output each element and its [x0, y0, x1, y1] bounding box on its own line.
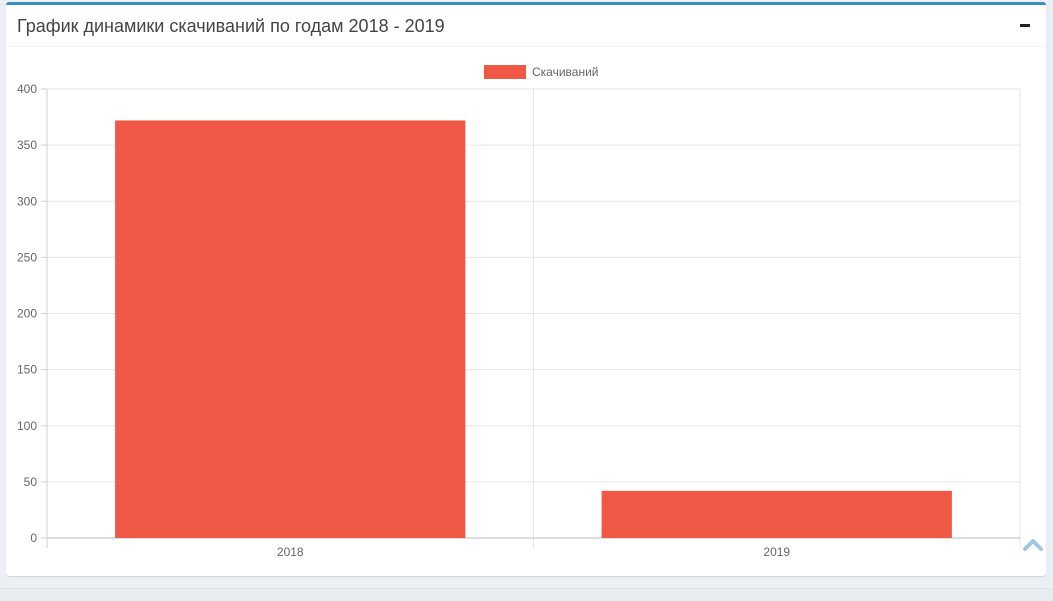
bar-2018	[115, 120, 466, 539]
panel-header: График динамики скачиваний по годам 2018…	[6, 5, 1046, 47]
chevron-up-icon	[1023, 539, 1043, 551]
minus-icon	[1020, 24, 1030, 27]
y-tick-label: 300	[17, 194, 37, 208]
y-tick-label: 400	[17, 82, 37, 96]
legend-swatch	[484, 65, 526, 79]
scroll-to-top-button[interactable]	[1022, 535, 1044, 553]
legend-label: Скачиваний	[532, 65, 599, 79]
x-tick-label: 2019	[763, 545, 790, 559]
x-tick-label: 2018	[277, 545, 304, 559]
y-tick-label: 0	[30, 531, 37, 545]
y-tick-label: 150	[17, 363, 37, 377]
y-tick-label: 100	[17, 419, 37, 433]
panel-title: График динамики скачиваний по годам 2018…	[17, 16, 445, 36]
y-tick-label: 350	[17, 138, 37, 152]
collapse-button[interactable]	[1018, 13, 1032, 35]
y-tick-label: 250	[17, 250, 37, 264]
y-tick-label: 50	[24, 475, 38, 489]
page-footer-strip	[0, 588, 1053, 601]
y-tick-label: 200	[17, 307, 37, 321]
bar-2019	[601, 490, 952, 538]
